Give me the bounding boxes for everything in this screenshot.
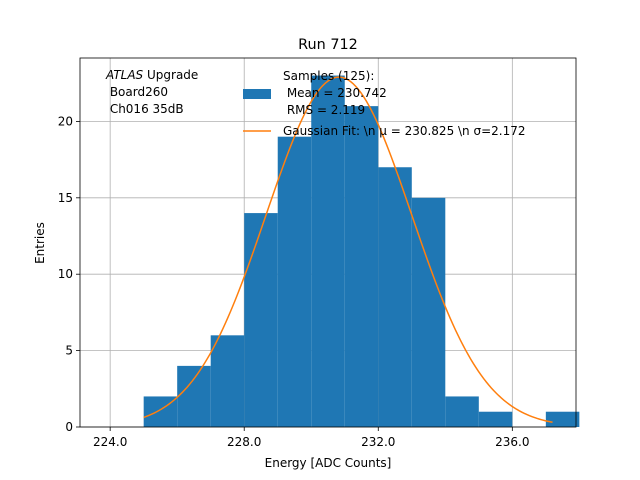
gaussian-fit-line: [143, 76, 553, 424]
y-tick-label: 20: [58, 114, 73, 128]
chart-title: Run 712: [298, 37, 358, 53]
legend-samples-line2: Mean = 230.742: [283, 86, 387, 100]
axis-ticks: 224.0 228.0 232.0 236.0 0 5 10 15 20: [58, 114, 530, 449]
atlas-annotation-line1: ATLAS Upgrade: [105, 68, 198, 82]
histogram-bar: [445, 396, 479, 427]
y-tick-label: 5: [65, 344, 73, 358]
legend-samples-line3: RMS = 2.119: [283, 103, 365, 117]
histogram-bar: [545, 411, 580, 427]
legend: Samples (125): Mean = 230.742 RMS = 2.11…: [243, 69, 526, 138]
histogram-bars: [143, 75, 580, 428]
y-tick-label: 15: [58, 191, 73, 205]
histogram-bar: [277, 136, 312, 427]
x-tick-label: 224.0: [93, 435, 127, 449]
gaussian-fit: [143, 76, 553, 424]
y-tick-label: 0: [65, 420, 73, 434]
histogram-bar: [344, 106, 379, 427]
atlas-annotation-line2: Board260: [106, 85, 168, 99]
y-tick-label: 10: [58, 267, 73, 281]
x-tick-label: 236.0: [495, 435, 529, 449]
histogram-bar: [478, 411, 513, 427]
legend-samples-line1: Samples (125):: [283, 69, 374, 83]
atlas-label: ATLAS: [105, 68, 144, 82]
legend-fit-label: Gaussian Fit: \n μ = 230.825 \n σ=2.172: [283, 124, 526, 138]
plot-frame: [79, 57, 577, 428]
x-tick-label: 228.0: [227, 435, 261, 449]
x-axis-label: Energy [ADC Counts]: [265, 456, 392, 470]
histogram-bar: [311, 75, 345, 428]
histogram-bar: [244, 213, 278, 427]
y-axis-label: Entries: [33, 222, 47, 264]
upgrade-label: Upgrade: [143, 68, 198, 82]
histogram-bar: [378, 167, 412, 427]
histogram-bar: [411, 197, 446, 427]
x-tick-label: 232.0: [361, 435, 395, 449]
histogram-bar: [210, 335, 245, 427]
atlas-annotation-line3: Ch016 35dB: [106, 102, 184, 116]
legend-swatch-samples: [243, 89, 271, 99]
histogram-bar: [177, 365, 211, 427]
